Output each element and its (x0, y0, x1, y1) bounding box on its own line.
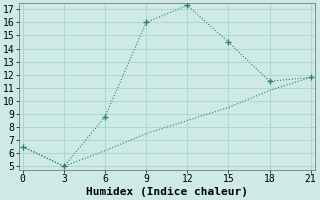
X-axis label: Humidex (Indice chaleur): Humidex (Indice chaleur) (86, 187, 248, 197)
